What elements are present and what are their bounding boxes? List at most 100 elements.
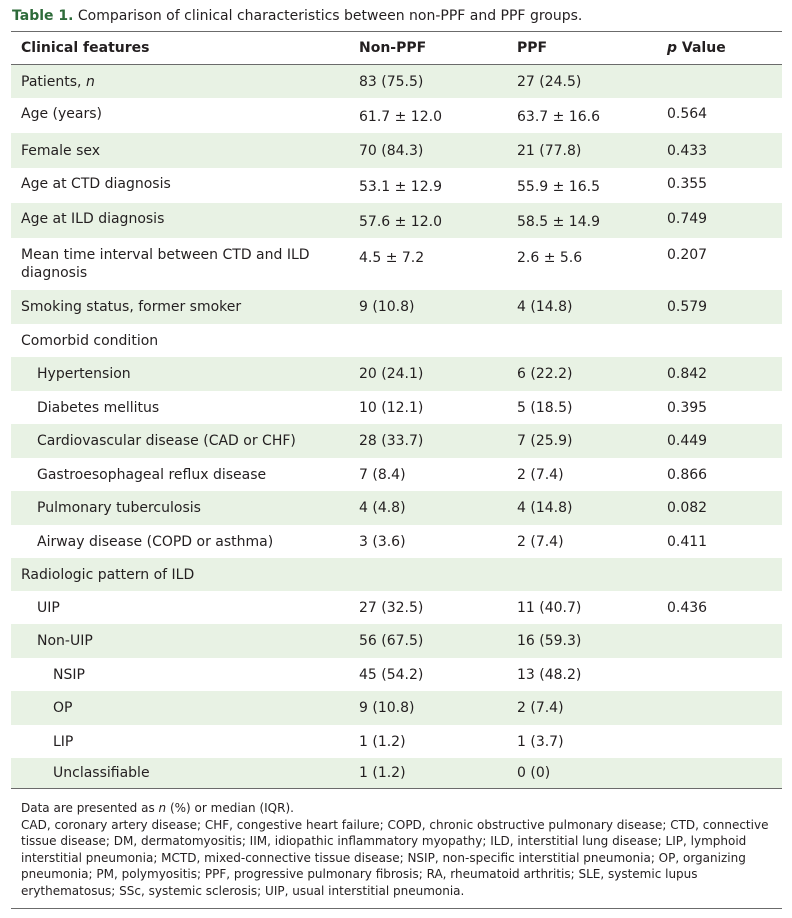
non-ppf-value: 1 (1.2) — [359, 733, 406, 750]
table-row: NSIP 45 (54.2) 13 (48.2) — [11, 658, 782, 691]
p-value: 0.355 — [667, 175, 708, 192]
clinical-characteristics-table: Clinical features Non-PPF PPF p Value Pa… — [11, 31, 782, 788]
non-ppf-value: 70 (84.3) — [359, 142, 424, 159]
row-label: Mean time interval between CTD and ILD d… — [21, 247, 310, 281]
row-label: NSIP — [53, 666, 85, 683]
row-label: Pulmonary tuberculosis — [37, 500, 201, 516]
row-label: LIP — [53, 733, 74, 750]
table-header-row: Clinical features Non-PPF PPF p Value — [11, 32, 782, 65]
table-row: Cardiovascular disease (CAD or CHF) 28 (… — [11, 424, 782, 458]
header-p-value: p Value — [667, 40, 726, 56]
table-row: Gastroesophageal reflux disease 7 (8.4) … — [11, 458, 782, 491]
non-ppf-value: 4.5 ± 7.2 — [359, 250, 425, 266]
table-row: Comorbid condition — [11, 324, 782, 357]
table-row: Unclassifiable 1 (1.2) 0 (0) — [11, 758, 782, 788]
non-ppf-value: 20 (24.1) — [359, 366, 424, 382]
ppf-value: 2 (7.4) — [517, 466, 564, 483]
ppf-value: 55.9 ± 16.5 — [517, 179, 600, 196]
non-ppf-value: 83 (75.5) — [359, 73, 424, 90]
non-ppf-value: 27 (32.5) — [359, 599, 424, 616]
table-row: Age (years) 61.7 ± 12.0 63.7 ± 16.6 0.56… — [11, 98, 782, 133]
row-label: Female sex — [21, 142, 101, 159]
row-label: Smoking status, former smoker — [21, 299, 242, 315]
table-row: Smoking status, former smoker 9 (10.8) 4… — [11, 290, 782, 324]
row-label: Age at ILD diagnosis — [21, 210, 165, 227]
non-ppf-value: 45 (54.2) — [359, 666, 424, 683]
ppf-value: 5 (18.5) — [517, 399, 573, 416]
ppf-value: 21 (77.8) — [517, 142, 582, 159]
row-label: Patients, n — [21, 73, 95, 90]
non-ppf-value: 7 (8.4) — [359, 466, 406, 483]
ppf-value: 6 (22.2) — [517, 366, 573, 382]
ppf-value: 2 (7.4) — [517, 533, 564, 550]
non-ppf-value: 57.6 ± 12.0 — [359, 214, 442, 231]
table-row: Hypertension 20 (24.1) 6 (22.2) 0.842 — [11, 357, 782, 391]
p-value: 0.564 — [667, 105, 708, 122]
non-ppf-value: 1 (1.2) — [359, 765, 406, 781]
table-row: UIP 27 (32.5) 11 (40.7) 0.436 — [11, 591, 782, 624]
p-value: 0.207 — [667, 247, 708, 263]
p-value: 0.749 — [667, 210, 708, 227]
header-non-ppf: Non-PPF — [359, 40, 427, 56]
p-value: 0.866 — [667, 466, 708, 483]
row-label: Cardiovascular disease (CAD or CHF) — [37, 433, 296, 449]
non-ppf-value: 61.7 ± 12.0 — [359, 109, 442, 126]
p-value: 0.433 — [667, 142, 708, 159]
non-ppf-value: 3 (3.6) — [359, 533, 406, 550]
footnote-abbreviations: CAD, coronary artery disease; CHF, conge… — [21, 817, 769, 898]
table-row: OP 9 (10.8) 2 (7.4) — [11, 691, 782, 725]
table-row: Pulmonary tuberculosis 4 (4.8) 4 (14.8) … — [11, 491, 782, 525]
p-value: 0.411 — [667, 533, 708, 550]
ppf-value: 2.6 ± 5.6 — [517, 250, 583, 266]
table-row: Age at CTD diagnosis 53.1 ± 12.9 55.9 ± … — [11, 168, 782, 203]
table-caption-label: Table 1. — [12, 8, 74, 24]
p-value: 0.395 — [667, 399, 708, 416]
non-ppf-value: 28 (33.7) — [359, 433, 424, 449]
non-ppf-value: 53.1 ± 12.9 — [359, 179, 442, 196]
table-row: Airway disease (COPD or asthma) 3 (3.6) … — [11, 525, 782, 558]
ppf-value: 16 (59.3) — [517, 633, 582, 649]
row-label: Age at CTD diagnosis — [21, 175, 171, 192]
table-row: Patients, n 83 (75.5) 27 (24.5) — [11, 65, 782, 98]
ppf-value: 27 (24.5) — [517, 73, 582, 90]
non-ppf-value: 9 (10.8) — [359, 700, 415, 716]
non-ppf-value: 10 (12.1) — [359, 399, 424, 416]
footnote-data-presentation: Data are presented as n (%) or median (I… — [21, 801, 294, 815]
table-row: LIP 1 (1.2) 1 (3.7) — [11, 725, 782, 758]
non-ppf-value: 4 (4.8) — [359, 500, 406, 516]
row-label: Hypertension — [37, 366, 131, 382]
row-label: Non-UIP — [37, 633, 93, 649]
table-caption: Table 1. Comparison of clinical characte… — [12, 7, 582, 25]
ppf-value: 11 (40.7) — [517, 599, 582, 616]
row-label: UIP — [37, 599, 60, 616]
ppf-value: 58.5 ± 14.9 — [517, 214, 600, 231]
row-label: Gastroesophageal reflux disease — [37, 466, 267, 483]
header-clinical-features: Clinical features — [21, 40, 150, 56]
row-label: Comorbid condition — [21, 332, 159, 349]
table-row: Age at ILD diagnosis 57.6 ± 12.0 58.5 ± … — [11, 203, 782, 238]
row-label: Diabetes mellitus — [37, 399, 160, 416]
ppf-value: 1 (3.7) — [517, 733, 564, 750]
row-label: Age (years) — [21, 105, 102, 122]
ppf-value: 0 (0) — [517, 765, 551, 781]
non-ppf-value: 56 (67.5) — [359, 633, 424, 649]
ppf-value: 63.7 ± 16.6 — [517, 109, 600, 126]
header-ppf: PPF — [517, 40, 548, 56]
table-caption-text: Comparison of clinical characteristics b… — [77, 8, 583, 24]
ppf-value: 7 (25.9) — [517, 433, 573, 449]
row-label: Unclassifiable — [53, 765, 150, 781]
table-footnote: Data are presented as n (%) or median (I… — [11, 788, 782, 909]
row-label: Radiologic pattern of ILD — [21, 566, 195, 583]
ppf-value: 13 (48.2) — [517, 666, 582, 683]
p-value: 0.842 — [667, 366, 708, 382]
row-label: Airway disease (COPD or asthma) — [37, 533, 274, 550]
p-value: 0.449 — [667, 433, 708, 449]
table-row: Mean time interval between CTD and ILD d… — [11, 238, 782, 290]
table-row: Female sex 70 (84.3) 21 (77.8) 0.433 — [11, 133, 782, 168]
ppf-value: 4 (14.8) — [517, 299, 573, 315]
p-value: 0.082 — [667, 500, 708, 516]
ppf-value: 2 (7.4) — [517, 700, 564, 716]
table-row: Non-UIP 56 (67.5) 16 (59.3) — [11, 624, 782, 658]
table-row: Radiologic pattern of ILD — [11, 558, 782, 591]
ppf-value: 4 (14.8) — [517, 500, 573, 516]
